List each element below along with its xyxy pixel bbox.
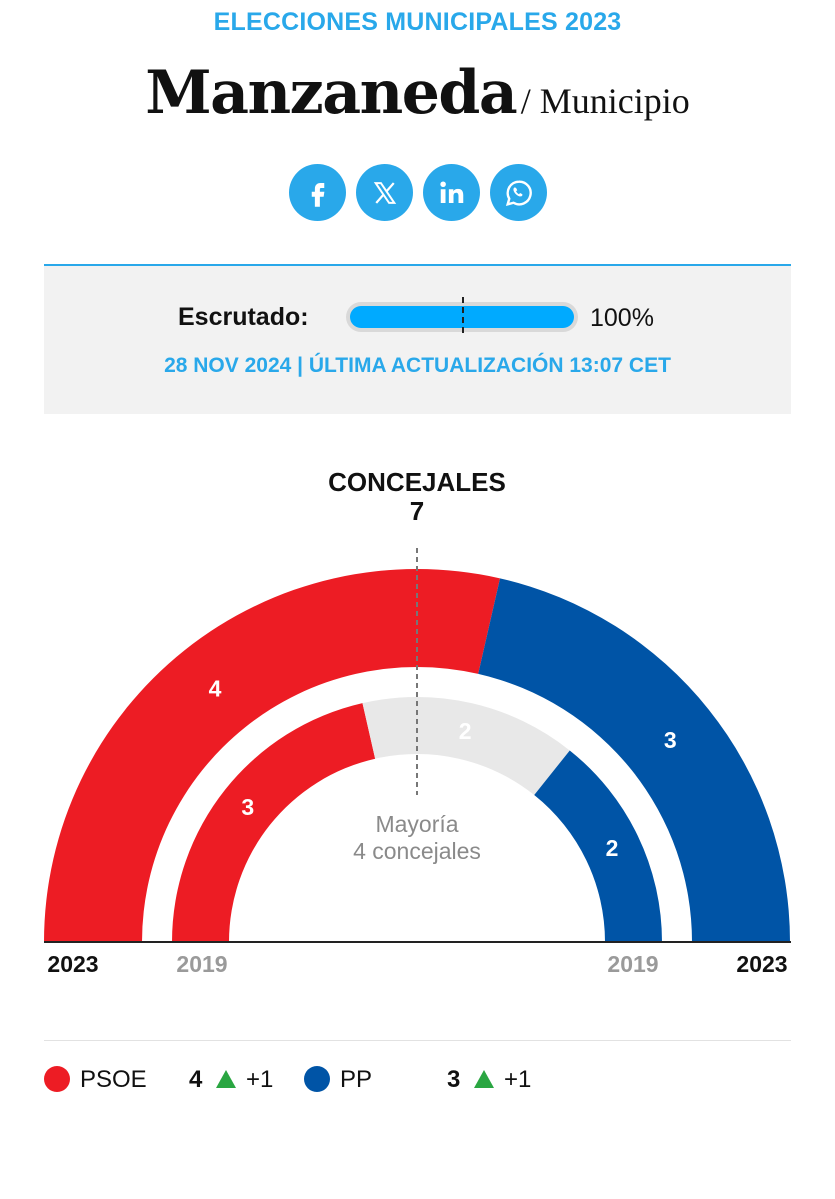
chart-total: 7 <box>410 496 424 526</box>
arc-2019-psoe <box>172 703 376 942</box>
legend-rule <box>44 1040 791 1041</box>
legend-swatch-psoe <box>44 1066 70 1092</box>
year-label-2019-right: 2019 <box>607 951 658 977</box>
year-label-2019-left: 2019 <box>176 951 227 977</box>
increase-arrow-icon <box>474 1070 494 1088</box>
last-update-text: 28 NOV 2024 | ÚLTIMA ACTUALIZACIÓN 13:07… <box>164 354 671 377</box>
panel-top-rule <box>44 264 791 266</box>
facebook-icon <box>311 182 324 207</box>
x-icon <box>373 181 396 204</box>
election-kicker: ELECCIONES MUNICIPALES 2023 <box>213 8 622 36</box>
legend-party-psoe: PSOE <box>80 1066 147 1093</box>
scrutiny-percent: 100% <box>590 304 654 332</box>
majority-label: Mayoría <box>375 811 458 837</box>
increase-arrow-icon <box>216 1070 236 1088</box>
arc-label-2019-pp: 2 <box>606 835 619 861</box>
scrutiny-label: Escrutado: <box>178 303 309 331</box>
whatsapp-icon <box>505 179 532 206</box>
legend-change-psoe: +1 <box>246 1066 274 1093</box>
legend-party-pp: PP <box>340 1066 373 1093</box>
arc-2019-other <box>362 697 570 796</box>
share-x-button[interactable] <box>356 164 413 221</box>
arc-label-2023-pp: 3 <box>664 727 677 753</box>
arc-label-2023-psoe: 4 <box>209 676 222 702</box>
majority-sub-label: 4 concejales <box>353 838 481 864</box>
legend-seats-psoe: 4 <box>189 1066 203 1093</box>
legend-seats-pp: 3 <box>447 1066 461 1093</box>
arc-label-2019-psoe: 3 <box>241 794 254 820</box>
scrutiny-panel: Escrutado: 100% 28 NOV 2024 | ÚLTIMA ACT… <box>44 266 791 414</box>
year-label-2023-left: 2023 <box>47 951 98 977</box>
legend-swatch-pp <box>304 1066 330 1092</box>
page-title: Manzaneda / Municipio <box>0 58 835 128</box>
scrutiny-progress-marker <box>462 297 464 333</box>
chart-legend: PSOE 4 +1 PP 3 +1 <box>44 1063 791 1097</box>
chart-title: CONCEJALES <box>328 467 506 497</box>
share-whatsapp-button[interactable] <box>490 164 547 221</box>
arc-2023-pp <box>478 578 791 942</box>
arc-label-2019-other: 2 <box>459 718 472 744</box>
municipality-name: Manzaneda <box>145 58 518 128</box>
linkedin-icon <box>439 181 463 203</box>
share-facebook-button[interactable] <box>289 164 346 221</box>
share-bar <box>289 164 547 221</box>
share-linkedin-button[interactable] <box>423 164 480 221</box>
arc-2023-psoe <box>44 568 501 942</box>
legend-change-pp: +1 <box>504 1066 532 1093</box>
municipality-type: / Municipio <box>520 81 690 121</box>
arc-2019-pp <box>534 750 662 942</box>
year-label-2023-right: 2023 <box>736 951 787 977</box>
